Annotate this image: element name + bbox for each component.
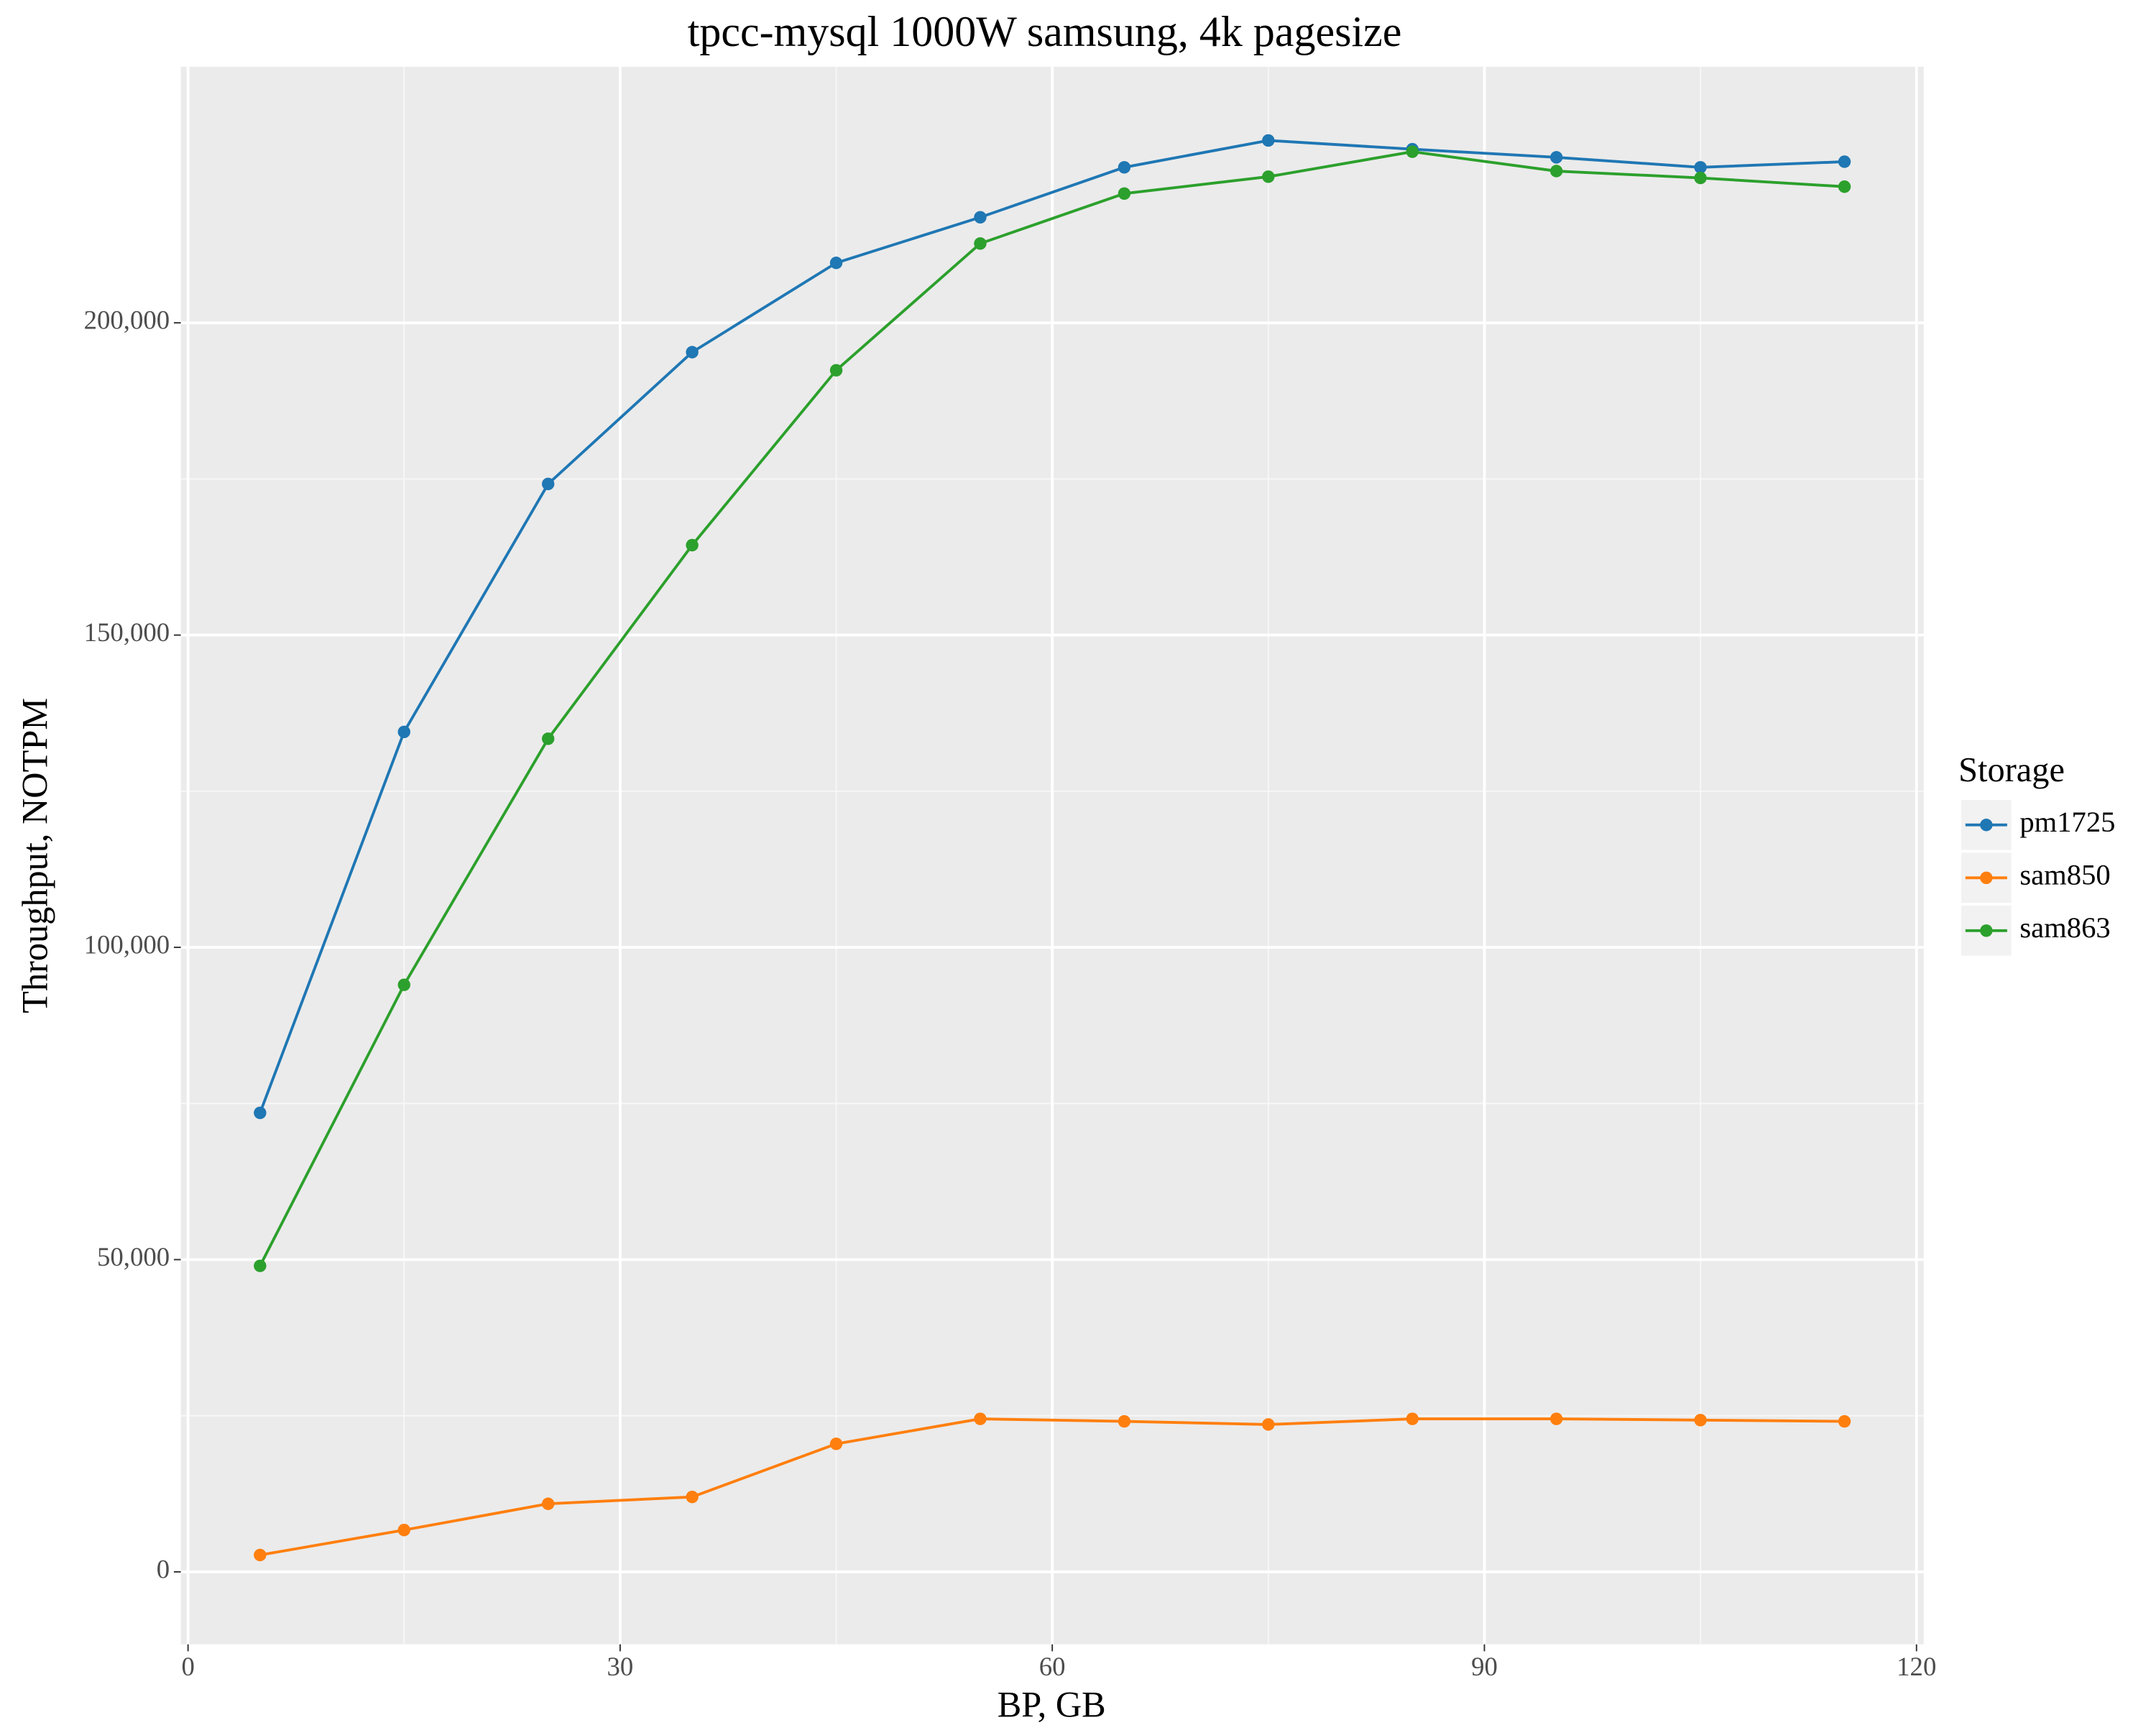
data-point bbox=[397, 978, 410, 991]
data-point bbox=[686, 346, 699, 359]
legend-label: pm1725 bbox=[2019, 806, 2115, 838]
legend-key-point bbox=[1980, 924, 1993, 937]
data-point bbox=[541, 732, 555, 745]
data-point bbox=[1549, 1412, 1563, 1425]
y-axis-title: Throughput, NOTPM bbox=[15, 698, 55, 1013]
y-tick-label: 50,000 bbox=[97, 1242, 170, 1271]
data-point bbox=[1262, 134, 1275, 147]
data-point bbox=[1694, 1414, 1707, 1427]
data-point bbox=[1118, 161, 1131, 174]
data-point bbox=[1406, 1412, 1419, 1425]
data-point bbox=[254, 1106, 267, 1120]
legend-title: Storage bbox=[1958, 751, 2065, 789]
y-tick-label: 0 bbox=[157, 1554, 170, 1583]
data-point bbox=[829, 257, 843, 270]
data-point bbox=[1262, 1418, 1275, 1431]
data-point bbox=[1549, 165, 1563, 178]
chart-title: tpcc-mysql 1000W samsung, 4k pagesize bbox=[688, 8, 1402, 55]
y-tick-label: 150,000 bbox=[84, 617, 170, 647]
x-tick-label: 90 bbox=[1471, 1652, 1498, 1681]
data-point bbox=[974, 237, 987, 250]
data-point bbox=[254, 1259, 267, 1272]
legend-label: sam850 bbox=[2019, 859, 2110, 891]
data-point bbox=[254, 1548, 267, 1562]
data-point bbox=[397, 1524, 410, 1537]
data-point bbox=[541, 477, 555, 491]
x-tick-label: 0 bbox=[181, 1652, 194, 1681]
x-tick-label: 120 bbox=[1897, 1652, 1936, 1681]
data-point bbox=[541, 1497, 555, 1510]
data-point bbox=[397, 725, 410, 738]
data-point bbox=[1262, 170, 1275, 183]
data-point bbox=[1838, 180, 1851, 193]
data-point bbox=[1406, 145, 1419, 158]
y-tick-label: 200,000 bbox=[84, 305, 170, 335]
series-line bbox=[259, 150, 1845, 1267]
data-point bbox=[974, 1412, 987, 1425]
data-point bbox=[1118, 1414, 1131, 1428]
data-point bbox=[1694, 171, 1707, 185]
data-point bbox=[829, 1438, 843, 1450]
legend-label: sam863 bbox=[2019, 911, 2110, 944]
data-point bbox=[1838, 1414, 1851, 1428]
series-line bbox=[259, 139, 1845, 1113]
x-axis-title: BP, GB bbox=[998, 1684, 1106, 1724]
data-point bbox=[974, 211, 987, 224]
data-point bbox=[1549, 151, 1563, 164]
data-point bbox=[1118, 187, 1131, 200]
legend-key-point bbox=[1980, 871, 1993, 884]
data-point bbox=[1838, 155, 1851, 168]
data-point bbox=[1694, 161, 1707, 174]
data-point bbox=[686, 1490, 699, 1504]
x-tick-label: 60 bbox=[1039, 1652, 1066, 1681]
data-point bbox=[686, 538, 699, 552]
x-tick-label: 30 bbox=[607, 1652, 634, 1681]
data-point bbox=[829, 364, 843, 377]
series-line bbox=[259, 1417, 1845, 1557]
legend-key-point bbox=[1980, 819, 1993, 832]
y-tick-label: 100,000 bbox=[84, 929, 170, 959]
